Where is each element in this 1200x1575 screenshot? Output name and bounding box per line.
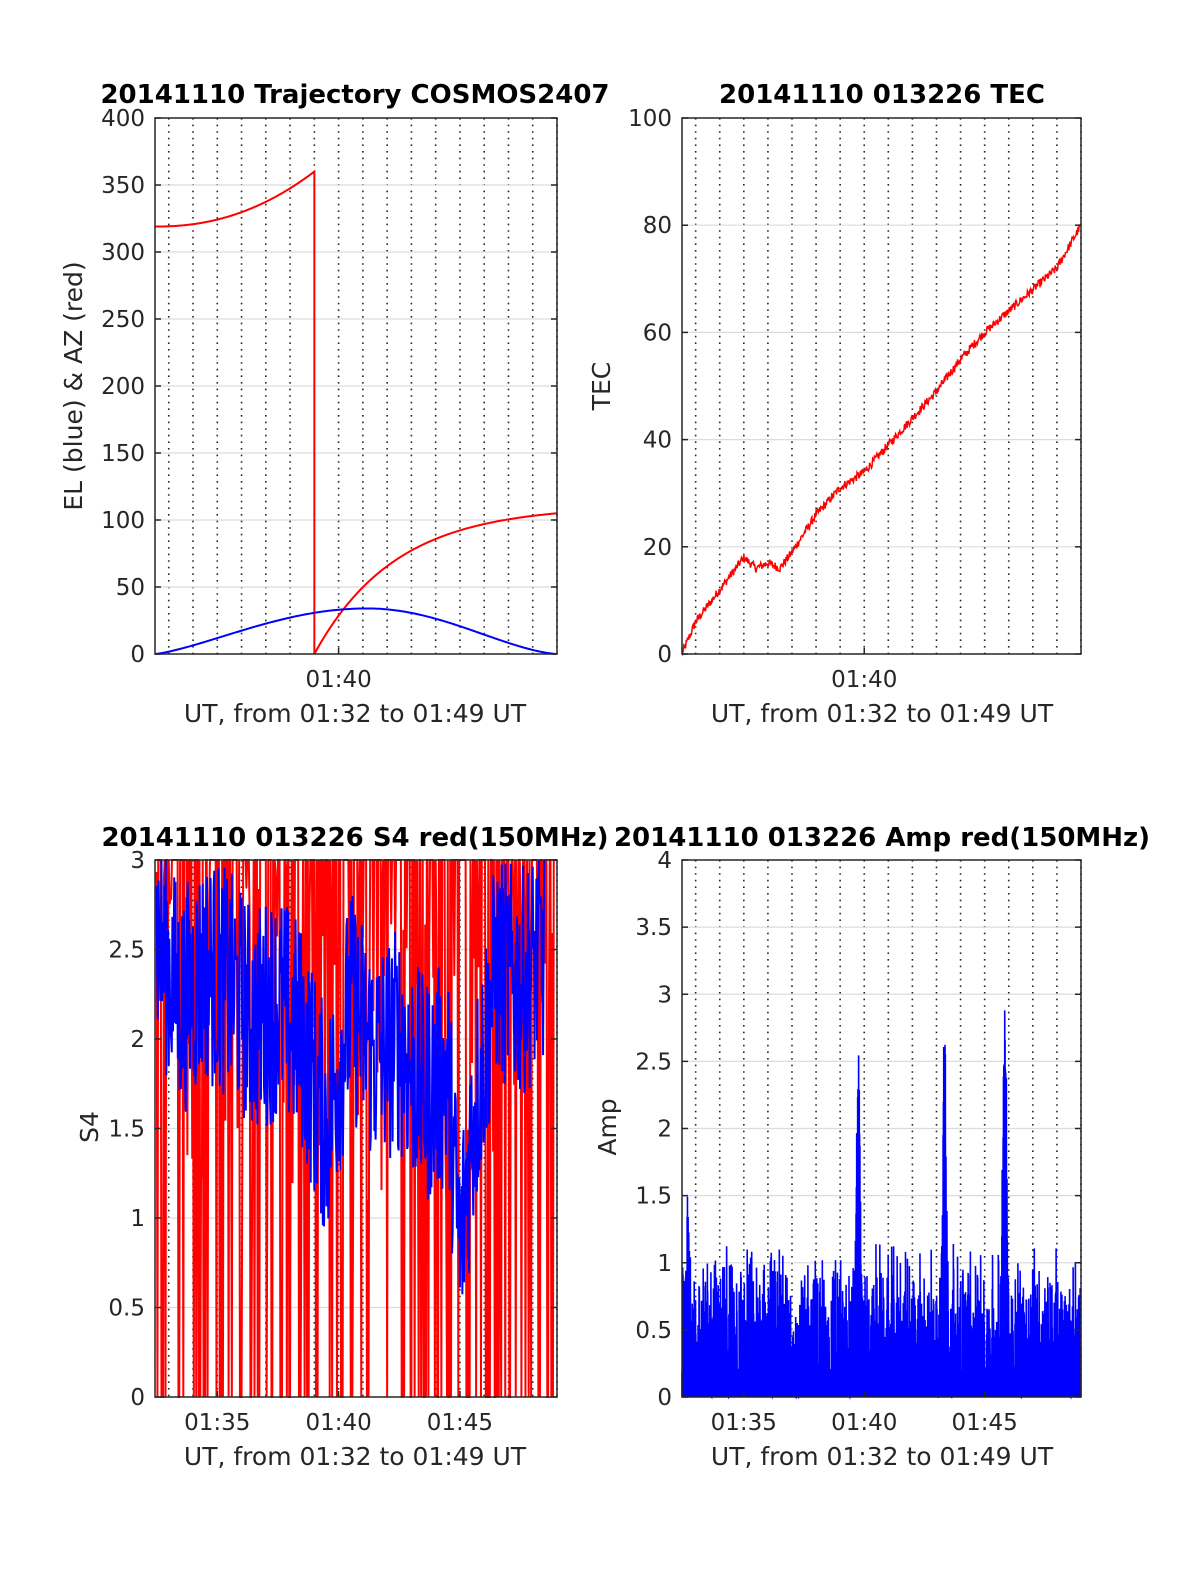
- x-tick-label: 01:45: [952, 1410, 1018, 1436]
- y-tick-label: 200: [101, 374, 145, 400]
- tec-chart: 20141110 013226 TEC UT, from 01:32 to 01…: [587, 80, 1082, 728]
- y-tick-label: 40: [643, 428, 672, 454]
- series-amp-line: [681, 1010, 1082, 1400]
- y-tick-label: 0: [130, 642, 145, 668]
- y-tick-label: 0.5: [108, 1296, 145, 1322]
- x-tick-label: 01:45: [427, 1410, 493, 1436]
- y-tick-label: 250: [101, 307, 145, 333]
- y-tick-label: 0: [657, 642, 672, 668]
- y-tick-label: 3: [130, 848, 145, 874]
- series-az-line: [154, 169, 558, 655]
- s4-chart: 20141110 013226 S4 red(150MHz) UT, from …: [75, 823, 609, 1471]
- x-axis-label: UT, from 01:32 to 01:49 UT: [711, 699, 1054, 728]
- y-tick-label: 1: [657, 1251, 672, 1277]
- y-tick-label: 3.5: [635, 915, 672, 941]
- y-tick-label: 100: [101, 508, 145, 534]
- amp-chart: 20141110 013226 Amp red(150MHz) UT, from…: [593, 823, 1150, 1471]
- y-tick-label: 1.5: [635, 1184, 672, 1210]
- x-axis-label: UT, from 01:32 to 01:49 UT: [711, 1442, 1054, 1471]
- y-tick-label: 350: [101, 173, 145, 199]
- chart-title: 20141110 013226 Amp red(150MHz): [614, 823, 1150, 853]
- trajectory-chart: 20141110 Trajectory COSMOS2407 UT, from …: [59, 80, 610, 728]
- chart-title: 20141110 013226 S4 red(150MHz): [101, 823, 608, 853]
- plot-area: [154, 169, 558, 655]
- y-tick-label: 60: [643, 320, 672, 346]
- x-tick-label: 01:40: [305, 1410, 371, 1436]
- y-tick-label: 0: [130, 1385, 145, 1411]
- chart-title: 20141110 Trajectory COSMOS2407: [100, 80, 609, 110]
- x-axis-label: UT, from 01:32 to 01:49 UT: [184, 1442, 527, 1471]
- y-tick-label: 4: [657, 848, 672, 874]
- y-tick-label: 100: [628, 106, 672, 132]
- chart-title: 20141110 013226 TEC: [719, 80, 1045, 110]
- y-tick-label: 3: [657, 982, 672, 1008]
- y-tick-label: 0.5: [635, 1318, 672, 1344]
- y-axis-label: EL (blue) & AZ (red): [59, 261, 88, 510]
- plot-area: [681, 224, 1082, 657]
- x-tick-label: 01:40: [831, 667, 897, 693]
- y-axis-label: TEC: [587, 362, 616, 412]
- y-tick-label: 300: [101, 240, 145, 266]
- y-tick-label: 1: [130, 1206, 145, 1232]
- y-tick-label: 1.5: [108, 1117, 145, 1143]
- y-tick-label: 400: [101, 106, 145, 132]
- y-tick-label: 2: [657, 1117, 672, 1143]
- plot-area: [681, 1010, 1082, 1400]
- x-tick-label: 01:35: [184, 1410, 250, 1436]
- y-tick-label: 0: [657, 1385, 672, 1411]
- y-tick-label: 20: [643, 535, 672, 561]
- axes-frame: [681, 117, 1082, 655]
- x-tick-label: 01:35: [711, 1410, 777, 1436]
- series-s4-blue: [155, 859, 546, 1295]
- grid: [155, 118, 558, 654]
- y-axis-label: Amp: [593, 1098, 622, 1155]
- y-tick-label: 80: [643, 213, 672, 239]
- y-tick-label: 50: [116, 575, 145, 601]
- series-el-line: [154, 607, 556, 655]
- series-tec-line: [681, 224, 1082, 657]
- x-axis-label: UT, from 01:32 to 01:49 UT: [184, 699, 527, 728]
- y-tick-label: 150: [101, 441, 145, 467]
- y-tick-label: 2: [130, 1027, 145, 1053]
- y-tick-label: 2.5: [108, 938, 145, 964]
- x-tick-label: 01:40: [305, 667, 371, 693]
- x-tick-label: 01:40: [831, 1410, 897, 1436]
- y-axis-label: S4: [75, 1111, 104, 1143]
- y-tick-label: 2.5: [635, 1049, 672, 1075]
- grid: [682, 118, 1082, 654]
